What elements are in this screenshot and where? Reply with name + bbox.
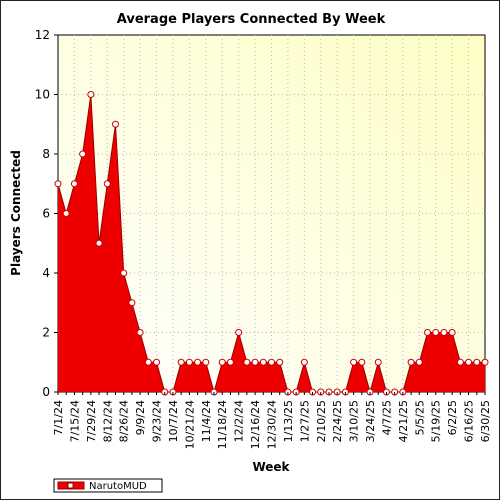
data-point [111,120,119,128]
x-tick-label: 6/2/25 [446,400,459,435]
data-point [153,358,161,366]
y-axis-title: Players Connected [9,150,23,276]
x-tick-label: 2/24/25 [331,400,344,442]
data-point [79,150,87,158]
x-tick-label: 7/1/24 [52,400,65,435]
data-point [465,358,473,366]
data-point [136,329,144,336]
x-tick-label: 10/7/24 [167,400,180,442]
legend-marker [67,482,74,489]
x-axis: 7/1/24 7/15/24 7/29/24 8/12/24 8/26/24 9/9/24… [52,392,492,449]
x-tick-label: 4/7/25 [380,400,393,435]
data-point [54,180,62,188]
y-tick-label: 2 [42,326,50,340]
data-point [243,358,251,366]
x-tick-label: 12/2/24 [233,400,246,442]
y-axis: 0 2 4 6 8 10 12 [35,28,58,399]
y-tick-label: 0 [42,385,50,399]
data-point [300,358,308,366]
data-point [350,358,358,366]
x-axis-title: Week [252,460,290,474]
x-tick-label: 10/21/24 [183,400,196,449]
data-point [251,358,259,366]
y-tick-label: 12 [35,28,50,42]
x-tick-label: 2/10/25 [315,400,328,442]
data-point [62,210,70,217]
data-point [415,358,423,366]
x-tick-label: 7/15/24 [68,400,81,442]
data-point [259,358,267,366]
y-tick-label: 8 [42,147,50,161]
series-area [58,94,485,392]
data-point [456,358,464,366]
data-point [103,180,111,188]
y-tick-label: 6 [42,207,50,221]
data-point [440,329,448,336]
x-tick-label: 5/19/25 [430,400,443,442]
data-point [276,358,284,366]
x-tick-label: 7/29/24 [85,400,98,442]
data-point [87,91,95,98]
data-point [194,358,202,366]
y-tick-label: 4 [42,266,50,280]
x-tick-label: 6/30/25 [479,400,492,442]
legend: NarutoMUD [53,478,163,493]
series-layer [54,91,489,396]
data-point [448,329,456,336]
x-tick-label: 8/12/24 [101,400,114,442]
x-tick-label: 9/9/24 [134,400,147,435]
x-tick-label: 12/16/24 [249,400,262,449]
data-point [268,358,275,366]
data-point [95,239,103,247]
data-point [128,299,136,307]
data-point [407,358,415,366]
data-point [177,358,185,366]
data-point [202,358,210,366]
data-point [424,329,432,336]
data-point [226,358,234,366]
data-point [235,329,243,336]
x-tick-label: 11/4/24 [200,400,213,442]
x-tick-label: 12/30/24 [266,400,279,449]
x-tick-label: 4/21/25 [397,400,410,442]
data-point [374,358,382,366]
data-point [473,358,481,366]
data-point [70,180,78,188]
legend-label: NarutoMUD [89,481,147,492]
data-point [120,269,128,277]
data-point [432,329,440,336]
data-point [358,358,366,366]
data-point [481,358,489,366]
y-tick-label: 10 [35,88,50,102]
x-tick-label: 9/23/24 [151,400,164,442]
x-tick-label: 8/26/24 [118,400,131,442]
data-point [185,358,193,366]
x-tick-label: 3/10/25 [348,400,361,442]
x-tick-label: 3/24/25 [364,400,377,442]
x-tick-label: 11/18/24 [216,400,229,449]
x-tick-label: 1/13/25 [282,400,295,442]
data-point [218,358,226,366]
x-tick-label: 5/5/25 [413,400,426,435]
data-point [144,358,152,366]
chart-title: Average Players Connected By Week [117,12,386,27]
x-tick-label: 6/16/25 [463,400,476,442]
x-tick-label: 1/27/25 [298,400,311,442]
